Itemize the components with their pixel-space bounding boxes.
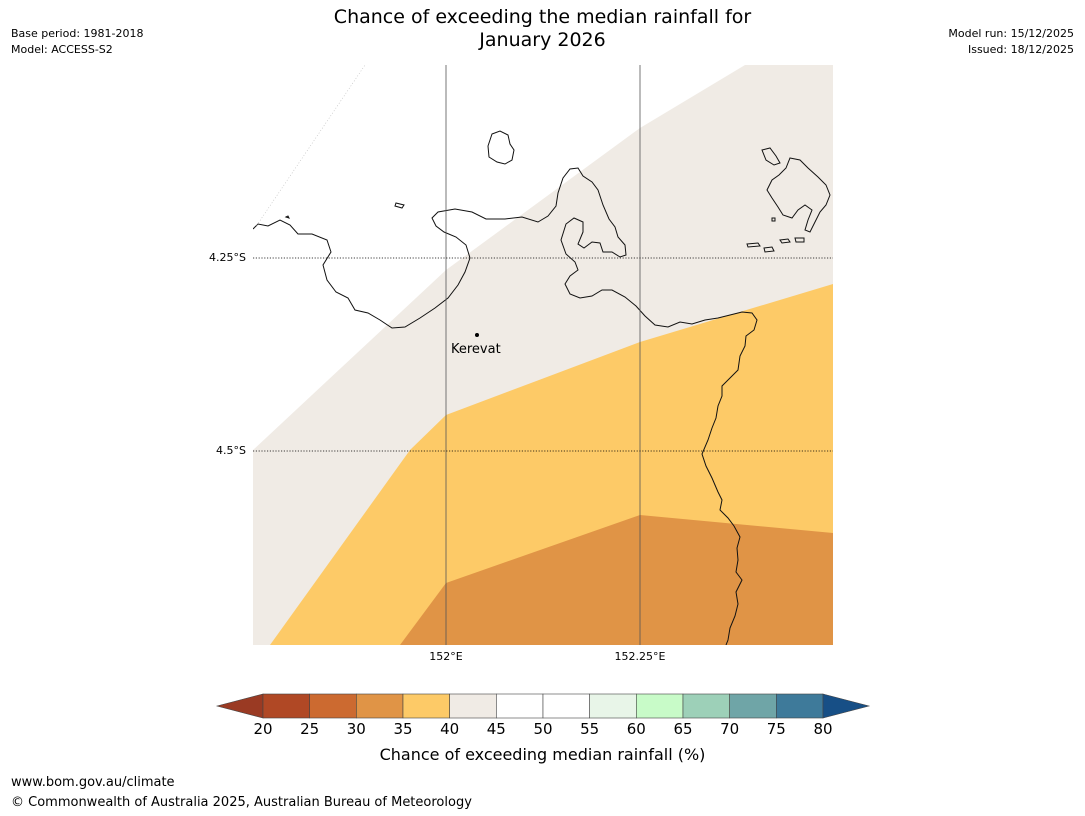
lat-label-4-5s: 4.5°S xyxy=(216,444,246,457)
colorbar-label: Chance of exceeding median rainfall (%) xyxy=(379,745,706,764)
map-panel xyxy=(253,65,833,645)
lon-label-152e: 152°E xyxy=(429,650,463,663)
colorbar-tick: 45 xyxy=(486,720,506,738)
coastline-islet-6 xyxy=(794,237,805,243)
title-line-2: January 2026 xyxy=(479,29,606,51)
colorbar-over-arrow xyxy=(822,693,871,719)
colorbar-tick: 20 xyxy=(253,720,273,738)
footer-url[interactable]: www.bom.gov.au/climate xyxy=(11,775,175,790)
coastline-islet-1 xyxy=(394,202,405,209)
base-period-text: Base period: 1981-2018 xyxy=(11,27,144,40)
domain-edge xyxy=(254,65,366,229)
colorbar-cell xyxy=(776,693,824,719)
model-text: Model: ACCESS-S2 xyxy=(11,43,113,56)
issued-text: Issued: 18/12/2025 xyxy=(967,43,1074,56)
colorbar-cells xyxy=(262,693,824,719)
coastline xyxy=(253,130,831,645)
coastline-islet-5 xyxy=(779,238,791,244)
place-label-kerevat: Kerevat xyxy=(451,342,501,357)
colorbar-cell xyxy=(589,693,637,719)
coastline-gazelle-peninsula xyxy=(253,167,758,645)
lon-label-152-25e: 152.25°E xyxy=(614,650,666,663)
footer-copyright: © Commonwealth of Australia 2025, Austra… xyxy=(11,795,472,810)
colorbar-tick: 70 xyxy=(720,720,740,738)
model-run-text: Model run: 15/12/2025 xyxy=(948,27,1074,40)
colorbar-cell xyxy=(496,693,544,719)
colorbar-cell xyxy=(402,693,450,719)
graticule xyxy=(253,65,833,645)
colorbar-tick: 65 xyxy=(673,720,693,738)
coastline-islet-4 xyxy=(763,246,775,253)
coastline-islet-3 xyxy=(746,242,761,248)
colorbar-cell xyxy=(636,693,684,719)
colorbar-cell xyxy=(682,693,730,719)
colorbar-tick: 40 xyxy=(440,720,460,738)
colorbar-tick: 60 xyxy=(626,720,646,738)
colorbar-tick: 35 xyxy=(393,720,413,738)
colorbar-cell xyxy=(542,693,590,719)
metadata-right: Model run: 15/12/2025 Issued: 18/12/2025 xyxy=(948,26,1074,58)
coastline-new-ireland xyxy=(761,147,831,233)
region-30-35 xyxy=(400,515,833,645)
colorbar-tick: 75 xyxy=(766,720,786,738)
colorbar-cell xyxy=(309,693,357,719)
metadata-left: Base period: 1981-2018 Model: ACCESS-S2 xyxy=(11,26,143,58)
colorbar-under-arrow xyxy=(215,693,264,719)
lat-label-4-25s: 4.25°S xyxy=(209,251,246,264)
colorbar-tick: 25 xyxy=(300,720,320,738)
colorbar-cell xyxy=(449,693,497,719)
coastline-duke-of-york-islands xyxy=(487,130,515,165)
colorbar xyxy=(215,693,871,719)
colorbar-tick: 50 xyxy=(533,720,553,738)
colorbar-tick: 80 xyxy=(813,720,833,738)
colorbar-tick: 30 xyxy=(346,720,366,738)
coastline-islet-2 xyxy=(284,215,290,219)
colorbar-tick: 55 xyxy=(580,720,600,738)
map-title: Chance of exceeding the median rainfall … xyxy=(0,6,1085,52)
colorbar-cell xyxy=(356,693,404,719)
title-line-1: Chance of exceeding the median rainfall … xyxy=(333,6,752,28)
coastline-islet-7 xyxy=(771,217,776,222)
kerevat-marker xyxy=(475,333,479,337)
colorbar-cell xyxy=(262,693,310,719)
colorbar-cell xyxy=(729,693,777,719)
